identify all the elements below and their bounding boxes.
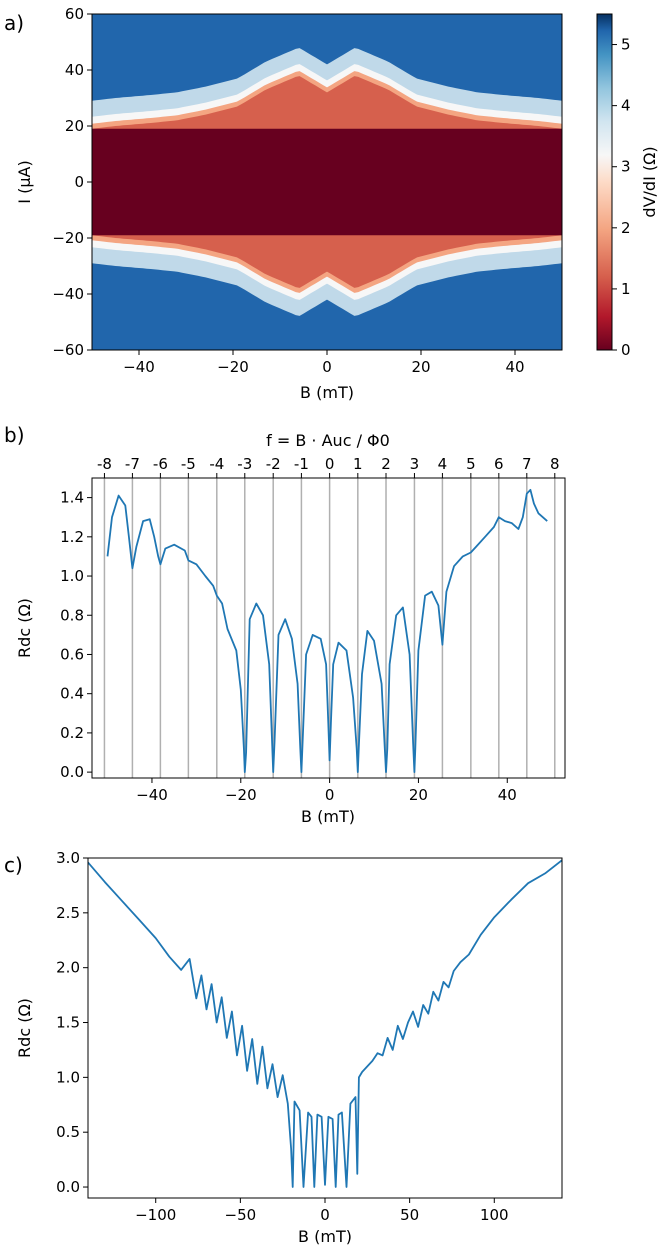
y-tick-label: 1.5 [56, 1014, 80, 1032]
panel-a-xlabel: B (mT) [300, 383, 354, 402]
panel-b-top-label: f = B · Auc / Φ0 [266, 431, 390, 450]
x-tick-label: −40 [136, 786, 168, 804]
x-tick-label: −100 [135, 1206, 176, 1224]
x-tick-label: 0 [325, 786, 335, 804]
series-line [88, 859, 562, 1188]
y-tick-label: 3.0 [56, 849, 80, 867]
panel-c-ylabel: Rdc (Ω) [15, 998, 34, 1058]
x-tick-label: −50 [225, 1206, 257, 1224]
x-tick-label: −20 [225, 786, 257, 804]
colorbar-tick-label: 5 [621, 36, 631, 54]
top-tick-label: 7 [522, 455, 532, 473]
y-tick-label: 0.6 [60, 645, 84, 663]
top-tick-label: 4 [438, 455, 448, 473]
y-tick-label: 0.8 [60, 606, 84, 624]
y-tick-label: 0.2 [60, 724, 84, 742]
top-tick-label: -3 [237, 455, 252, 473]
colorbar-tick-label: 3 [621, 158, 631, 176]
colorbar-ticks: 0 1 2 3 4 5 [612, 36, 631, 359]
top-tick-label: 1 [353, 455, 363, 473]
top-tick-label: -7 [125, 455, 140, 473]
panel-c-xlabel: B (mT) [298, 1227, 352, 1246]
x-tick-label: −20 [217, 358, 249, 376]
top-tick-label: -8 [97, 455, 112, 473]
colorbar-tick-label: 1 [621, 280, 631, 298]
plot-frame [91, 477, 566, 779]
y-tick-label: 0.0 [56, 1178, 80, 1196]
panel-label-a: a) [4, 11, 24, 35]
x-tick-label: 20 [411, 358, 430, 376]
x-tick-label: 0 [320, 1206, 330, 1224]
line-panel-b: -8 -7 -6 -5 -4 -3 -2 -1 0 1 2 3 4 5 6 7 8−40 −20 0 20 400.00… [60, 455, 566, 804]
y-tick-label: 2.5 [56, 904, 80, 922]
series-line [106, 488, 548, 773]
x-tick-label: 40 [498, 786, 517, 804]
heatmap-panel: −40 −20 0 20 40 −60 −40 −20 0 20 40 60 [52, 5, 563, 376]
y-tick-label: 0.5 [56, 1123, 80, 1141]
colorbar [596, 13, 613, 351]
y-tick-label: −20 [52, 229, 84, 247]
colorbar-tick-label: 2 [621, 219, 631, 237]
x-tick-label: 40 [505, 358, 524, 376]
x-tick-label: 50 [400, 1206, 419, 1224]
panel-label-b: b) [4, 423, 25, 447]
y-tick-label: 60 [65, 5, 84, 23]
plot-frame [87, 857, 563, 1199]
panel-a-ylabel: I (µA) [15, 160, 34, 203]
x-tick-label: 20 [409, 786, 428, 804]
top-tick-label: -1 [294, 455, 309, 473]
y-tick-label: 0 [74, 173, 84, 191]
y-tick-label: 2.0 [56, 959, 80, 977]
panel-label-c: c) [4, 853, 23, 877]
plot-area [106, 488, 548, 773]
y-tick-label: 0.4 [60, 685, 84, 703]
colorbar-tick-label: 4 [621, 97, 631, 115]
x-tick-label: 100 [480, 1206, 509, 1224]
y-tick-label: 1.0 [56, 1068, 80, 1086]
top-tick-label: -2 [266, 455, 281, 473]
colorbar-tick-label: 0 [621, 341, 631, 359]
top-tick-label: 6 [494, 455, 504, 473]
top-tick-label: 3 [410, 455, 420, 473]
top-tick-label: 2 [381, 455, 391, 473]
heatmap-body [92, 14, 562, 350]
top-tick-label: -6 [153, 455, 168, 473]
y-tick-label: 40 [65, 61, 84, 79]
top-tick-label: -5 [181, 455, 196, 473]
y-tick-label: −40 [52, 285, 84, 303]
top-tick-label: 0 [325, 455, 335, 473]
plot-area [88, 859, 562, 1188]
y-tick-label: 20 [65, 117, 84, 135]
y-tick-label: 0.0 [60, 763, 84, 781]
line-panel-c: −100 −50 0 50 100 0.0 0.5 1.0 1.5 2.0 2.5 3.0 [56, 849, 563, 1224]
top-tick-label: 5 [466, 455, 476, 473]
superconducting-region [92, 128, 562, 236]
y-tick-label: 1.2 [60, 528, 84, 546]
panel-b-xlabel: B (mT) [301, 807, 355, 826]
top-tick-label: -4 [209, 455, 224, 473]
colorbar-label: dV/dI (Ω) [640, 146, 659, 217]
x-tick-label: −40 [123, 358, 155, 376]
y-tick-label: 1.0 [60, 567, 84, 585]
y-tick-label: −60 [52, 341, 84, 359]
x-tick-label: 0 [322, 358, 332, 376]
top-tick-label: 8 [550, 455, 560, 473]
panel-b-ylabel: Rdc (Ω) [15, 598, 34, 658]
y-tick-label: 1.4 [60, 489, 84, 507]
